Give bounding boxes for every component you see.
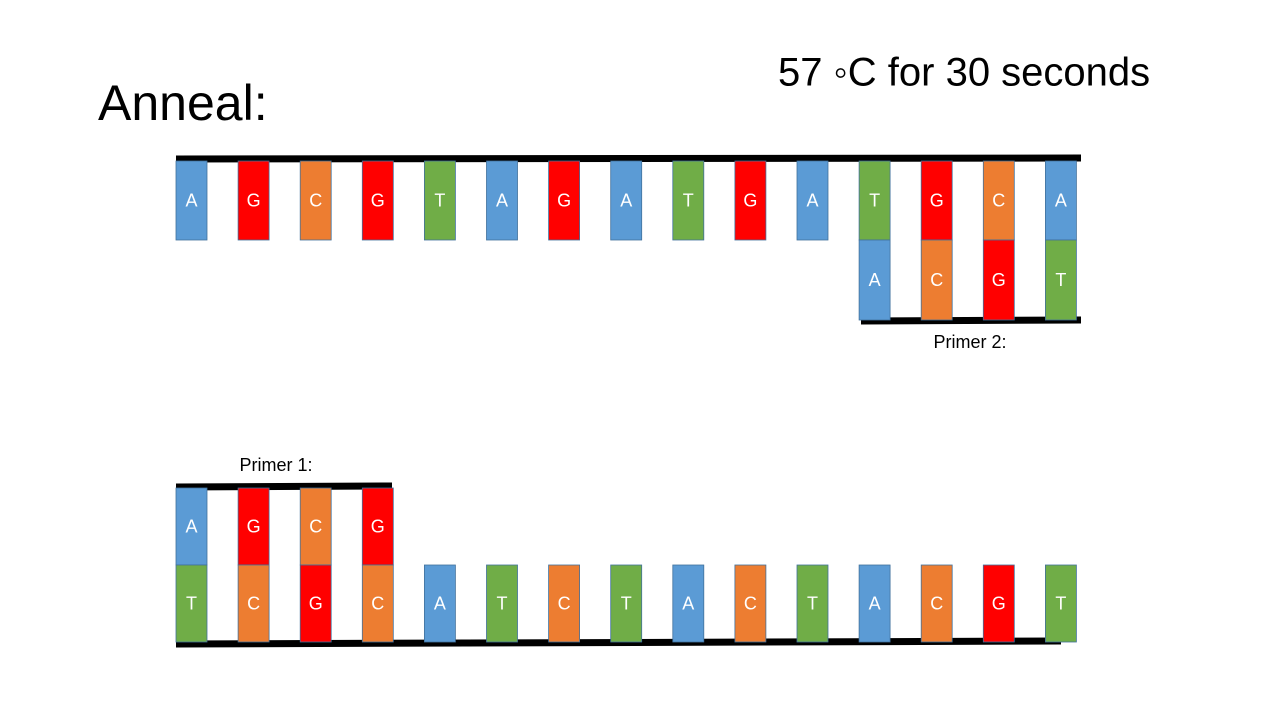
base-letter: G	[992, 270, 1006, 290]
title: Anneal:	[98, 75, 268, 131]
base-block	[796, 564, 829, 643]
base-block	[610, 160, 643, 241]
base-letter: T	[807, 593, 818, 613]
base-block	[734, 564, 767, 643]
base-letter: T	[683, 190, 694, 210]
base-letter: C	[371, 593, 384, 613]
base-block	[175, 160, 208, 241]
base-letter: G	[309, 593, 323, 613]
primer-label: Primer 1:	[239, 455, 312, 475]
base-letter: C	[309, 516, 322, 536]
base-block	[610, 564, 643, 643]
base-letter: C	[247, 593, 260, 613]
base-letter: A	[869, 270, 881, 290]
base-block	[237, 564, 270, 643]
condition: 57 ◦C for 30 seconds	[778, 51, 1150, 95]
base-letter: A	[185, 190, 197, 210]
base-block	[175, 564, 208, 643]
base-block	[796, 160, 829, 241]
primer-2-backbone	[860, 316, 1082, 325]
base-letter: A	[1055, 190, 1067, 210]
primer-1-backbone	[175, 482, 393, 491]
base-letter: G	[247, 516, 261, 536]
base-letter: T	[434, 190, 445, 210]
base-letter: A	[806, 190, 818, 210]
base-block	[175, 487, 208, 566]
base-block	[299, 564, 332, 643]
base-block	[423, 564, 456, 643]
base-block	[423, 160, 456, 241]
base-block	[672, 160, 705, 241]
base-block	[982, 564, 1015, 643]
base-letter: G	[930, 190, 944, 210]
base-letter: G	[557, 190, 571, 210]
base-block	[920, 160, 953, 241]
base-block	[920, 564, 953, 643]
base-letter: G	[371, 516, 385, 536]
base-block	[237, 160, 270, 241]
base-letter: A	[682, 593, 694, 613]
base-letter: A	[434, 593, 446, 613]
base-letter: A	[496, 190, 508, 210]
base-letter: C	[309, 190, 322, 210]
base-letter: T	[497, 593, 508, 613]
base-letter: T	[1055, 270, 1066, 290]
base-letter: G	[371, 190, 385, 210]
base-letter: A	[620, 190, 632, 210]
base-letter: T	[869, 190, 880, 210]
base-block	[361, 160, 394, 241]
base-block	[858, 239, 891, 321]
base-block	[548, 160, 580, 241]
base-letter: C	[930, 270, 943, 290]
base-letter: G	[247, 190, 261, 210]
bottom-backbone	[175, 637, 1062, 648]
base-block	[858, 160, 891, 241]
base-letter: C	[930, 593, 943, 613]
base-block	[982, 160, 1015, 241]
base-block	[299, 487, 332, 566]
base-letter: C	[744, 593, 757, 613]
base-block	[299, 160, 332, 241]
base-letter: T	[186, 593, 197, 613]
base-block	[982, 239, 1015, 321]
base-letter: C	[558, 593, 571, 613]
base-block	[1045, 239, 1077, 321]
base-letter: A	[869, 593, 881, 613]
base-letter: T	[621, 593, 632, 613]
base-block	[858, 564, 891, 643]
top-backbone	[175, 154, 1082, 163]
base-block	[1045, 160, 1077, 241]
base-block	[1045, 564, 1077, 643]
base-letter: C	[992, 190, 1005, 210]
base-letter: G	[743, 190, 757, 210]
base-block	[672, 564, 705, 643]
base-block	[361, 487, 394, 566]
base-block	[548, 564, 580, 643]
base-block	[734, 160, 767, 241]
base-block	[361, 564, 394, 643]
base-block	[920, 239, 953, 321]
base-letter: A	[185, 516, 197, 536]
base-block	[486, 160, 518, 241]
primer-label: Primer 2:	[933, 332, 1006, 352]
base-letter: T	[1055, 593, 1066, 613]
base-letter: G	[992, 593, 1006, 613]
base-block	[237, 487, 270, 566]
base-block	[486, 564, 518, 643]
